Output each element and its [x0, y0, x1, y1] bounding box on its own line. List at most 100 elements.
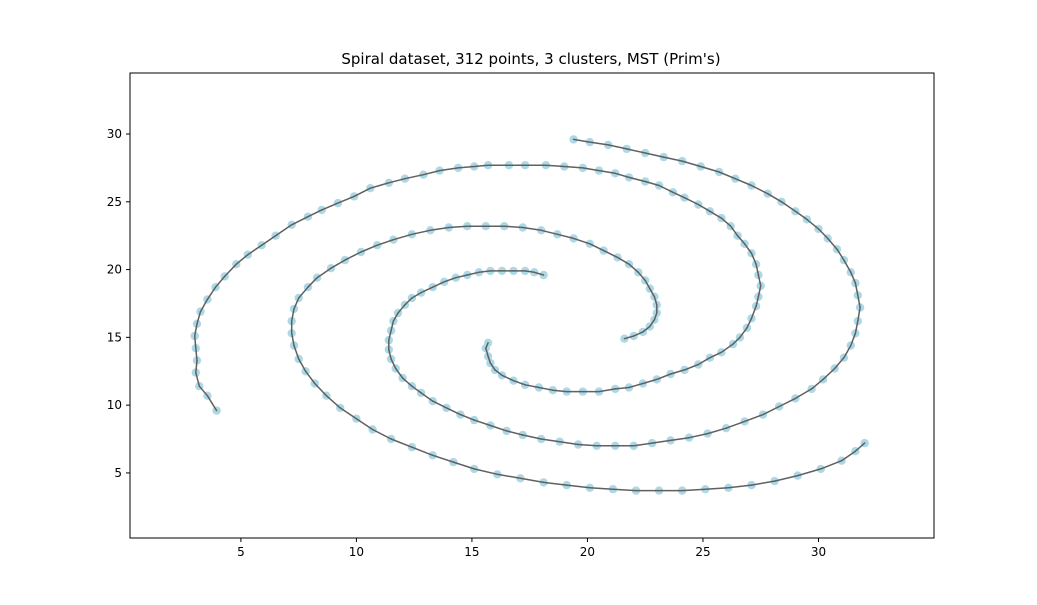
mst-edge	[533, 271, 545, 276]
mst-edge	[195, 359, 198, 374]
x-tick-label: 15	[464, 545, 479, 559]
mst-edge	[388, 329, 392, 341]
mst-edge	[459, 413, 475, 421]
mst-edge	[589, 487, 614, 490]
mst-edge	[297, 358, 307, 373]
mst-edge	[545, 164, 566, 168]
mst-edge	[388, 177, 406, 184]
mst-edge	[360, 244, 378, 253]
mst-edge	[376, 238, 395, 246]
y-tick-label: 15	[107, 330, 122, 344]
mst-edge	[718, 171, 737, 180]
mst-edge	[420, 392, 434, 402]
mst-edge	[524, 384, 540, 389]
mst-edge	[854, 320, 859, 335]
mst-edge	[743, 243, 753, 255]
mst-edge	[404, 173, 425, 180]
mst-edge	[699, 165, 720, 173]
mst-edge	[727, 484, 753, 489]
mst-edge	[750, 184, 769, 195]
mst-edge	[649, 318, 656, 328]
mst-edge	[496, 473, 522, 480]
mst-edge	[720, 343, 734, 354]
mst-edge	[658, 184, 674, 194]
mst-edge	[431, 281, 445, 288]
mst-edge	[293, 297, 300, 310]
y-tick-label: 20	[107, 263, 122, 277]
mst-edge	[778, 397, 797, 408]
mst-edge	[653, 295, 658, 306]
mst-edge	[485, 347, 489, 358]
mst-edge	[857, 306, 861, 322]
mst-edge	[473, 468, 499, 476]
mst-edge	[431, 400, 448, 409]
mst-edge	[260, 234, 277, 246]
mst-edge	[704, 487, 730, 490]
mst-edge	[794, 210, 808, 221]
mst-edge	[448, 225, 469, 229]
mst-edge	[623, 335, 635, 340]
mst-edge	[563, 165, 584, 169]
mst-edge	[681, 488, 707, 492]
plot-area	[190, 135, 869, 495]
mst-edge	[672, 191, 686, 199]
mst-edge	[290, 332, 295, 347]
mst-edge	[478, 270, 492, 274]
mst-edge	[750, 252, 757, 265]
mst-edge	[598, 169, 616, 175]
mst-edge	[632, 331, 644, 337]
mst-edge	[455, 274, 469, 279]
mst-edge	[316, 267, 332, 279]
mst-edge	[494, 369, 503, 377]
mst-edge	[616, 256, 630, 265]
mst-edge	[214, 275, 226, 288]
mst-edge	[411, 385, 422, 394]
mst-edge	[307, 209, 323, 218]
mst-edge	[750, 480, 776, 486]
x-tick-label: 20	[580, 545, 595, 559]
mst-edge	[206, 286, 217, 301]
mst-edge	[625, 148, 646, 154]
mst-edge	[843, 344, 852, 359]
mst-edge	[304, 370, 316, 385]
mst-edge	[602, 249, 619, 259]
mst-edge	[642, 378, 658, 385]
mst-edge	[822, 367, 836, 381]
mst-edge	[431, 454, 455, 463]
mst-edge	[390, 320, 395, 332]
mst-edge	[656, 373, 672, 381]
mst-edge	[390, 358, 397, 370]
mst-edge	[688, 432, 709, 439]
mst-edge	[388, 348, 392, 360]
mst-edge	[757, 285, 762, 298]
mst-edge	[709, 351, 723, 359]
y-tick-label: 10	[107, 398, 122, 412]
mst-edge	[662, 156, 683, 162]
mst-edge	[394, 367, 404, 379]
mst-edge	[195, 371, 201, 387]
mst-edge	[512, 379, 526, 386]
x-tick-label: 30	[811, 545, 826, 559]
chart-title: Spiral dataset, 312 points, 3 clusters, …	[341, 50, 720, 68]
mst-edge	[854, 442, 866, 452]
mst-edge	[780, 201, 797, 213]
mst-edge	[558, 440, 579, 446]
y-tick-label: 30	[107, 127, 122, 141]
mst-edge	[739, 327, 748, 339]
mst-edge	[556, 233, 575, 240]
mst-edge	[796, 468, 822, 477]
mst-edge	[817, 228, 829, 240]
mst-edge	[762, 405, 780, 416]
mst-edge	[344, 251, 362, 261]
mst-edge	[572, 138, 591, 143]
mst-edge	[854, 282, 859, 297]
mst-edge	[247, 244, 263, 256]
mst-edge	[725, 420, 746, 429]
mst-edge	[806, 218, 820, 230]
mst-edge	[540, 229, 559, 236]
mst-edge	[330, 259, 346, 269]
mst-edge	[503, 225, 524, 229]
mst-edge	[198, 385, 209, 397]
mst-edge	[353, 187, 372, 198]
mst-edge	[390, 438, 413, 448]
